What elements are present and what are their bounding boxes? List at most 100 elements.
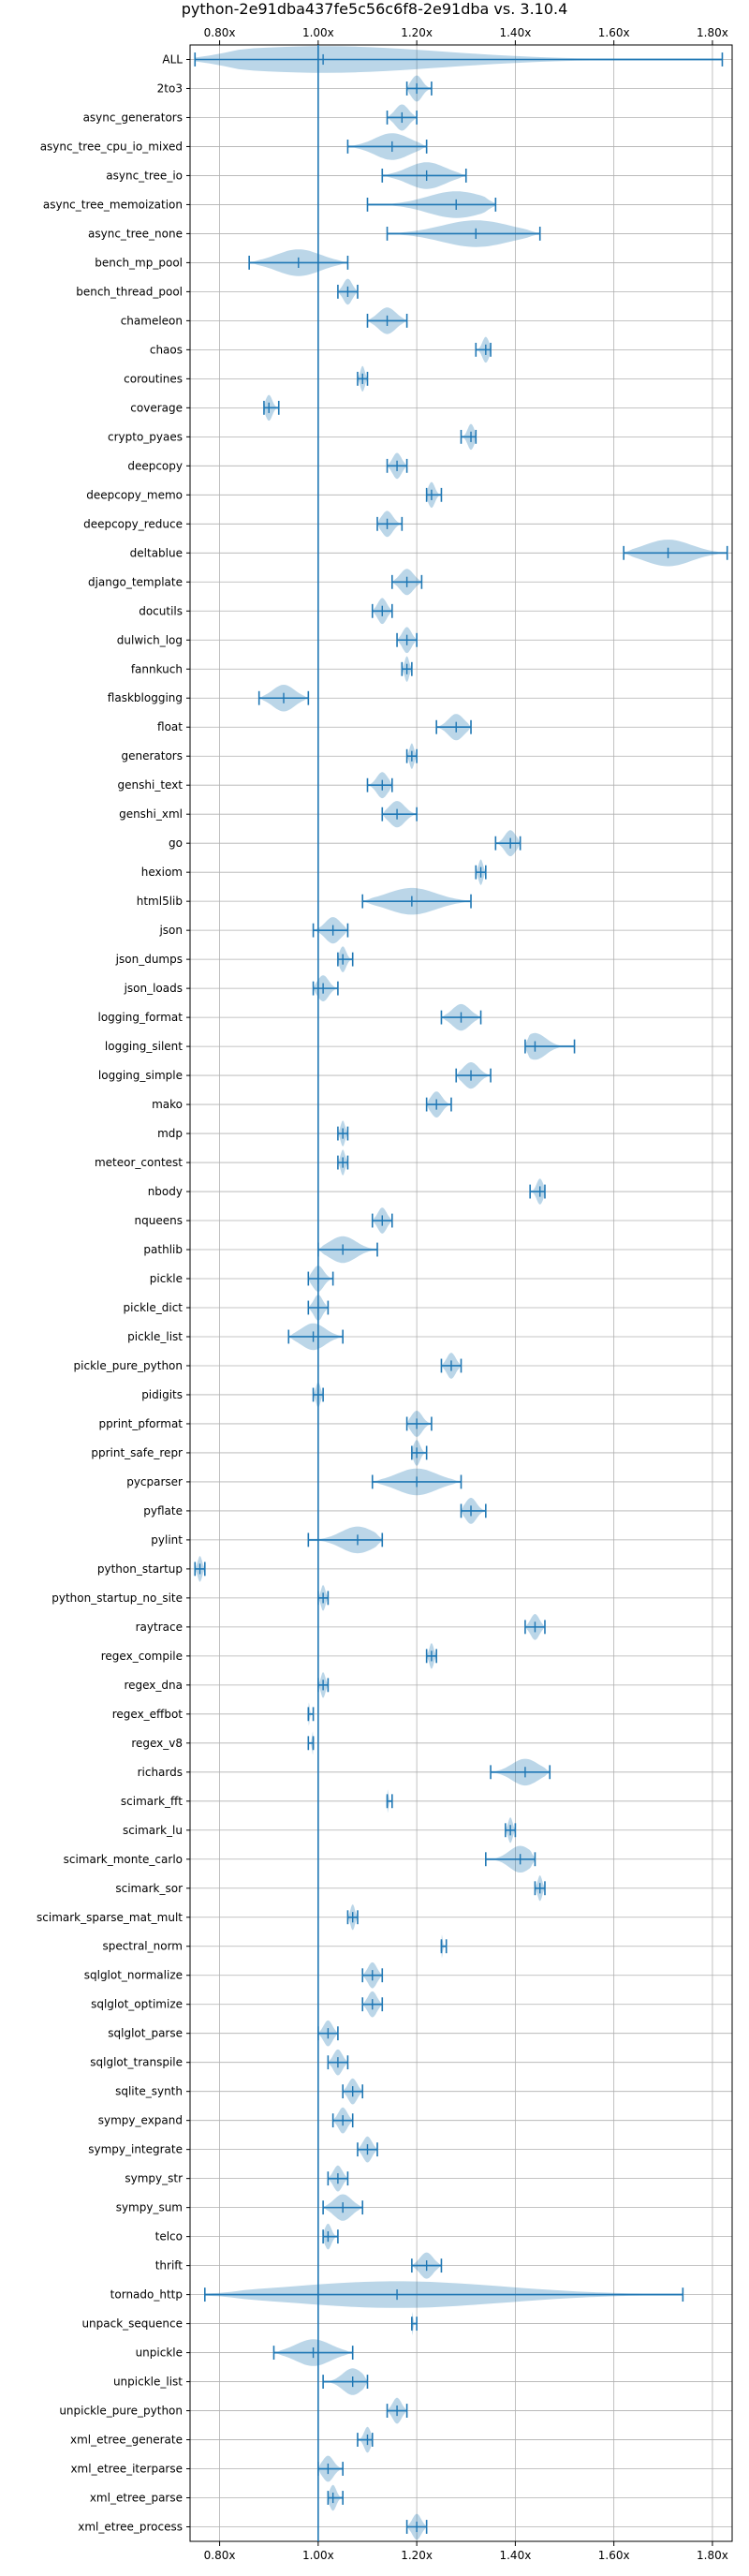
violin-sqlglot_parse: sqlglot_parse [108, 2020, 339, 2047]
violin-async_tree_memoization: async_tree_memoization [43, 191, 497, 218]
violin-chameleon: chameleon [121, 307, 408, 334]
x-tick-label-top: 1.40x [499, 26, 531, 39]
violin-genshi_xml: genshi_xml [119, 801, 418, 828]
y-tick-label: pycparser [126, 1475, 183, 1488]
y-tick-label: pylint [151, 1533, 183, 1547]
y-tick-label: float [157, 720, 183, 733]
y-tick-label: pickle_list [127, 1330, 183, 1343]
y-tick-label: mako [152, 1098, 183, 1111]
y-tick-label: html5lib [137, 895, 183, 908]
violin-json: json [158, 917, 349, 944]
violin-go: go [169, 830, 521, 857]
y-tick-label: python_startup_no_site [51, 1591, 183, 1605]
y-tick-label: chameleon [121, 314, 183, 327]
x-tick-label-bottom: 1.80x [697, 2549, 728, 2562]
y-tick-label: go [169, 836, 183, 850]
y-tick-label: flaskblogging [108, 691, 183, 704]
violin-generators: generators [121, 743, 418, 769]
violin-scimark_monte_carlo: scimark_monte_carlo [64, 1845, 536, 1873]
y-tick-label: deepcopy [127, 459, 183, 472]
violin-fannkuch: fannkuch [131, 656, 413, 682]
y-tick-label: sqlglot_transpile [90, 2056, 183, 2069]
x-tick-label-top: 1.20x [401, 26, 433, 39]
y-tick-label: coverage [130, 401, 183, 414]
y-tick-label: unpack_sequence [81, 2317, 183, 2331]
violin-mdp: mdp [157, 1120, 349, 1147]
y-tick-label: xml_etree_generate [70, 2434, 183, 2447]
violin-sympy_expand: sympy_expand [98, 2107, 354, 2134]
violin-python_startup: python_startup [97, 1556, 206, 1582]
violin-sympy_sum: sympy_sum [116, 2194, 364, 2221]
violin-sympy_integrate: sympy_integrate [88, 2136, 378, 2163]
violin-hexiom: hexiom [141, 859, 487, 885]
x-tick-label-top: 1.80x [697, 26, 728, 39]
y-tick-label: async_generators [83, 111, 183, 124]
y-tick-label: django_template [88, 575, 183, 588]
y-tick-label: sqlglot_optimize [91, 1998, 183, 2011]
y-tick-label: coroutines [124, 372, 183, 385]
y-tick-label: bench_thread_pool [76, 285, 183, 298]
violin-logging_silent: logging_silent [105, 1032, 576, 1060]
y-tick-label: pickle_dict [124, 1301, 184, 1314]
x-tick-label-bottom: 1.60x [598, 2549, 630, 2562]
y-tick-label: genshi_text [118, 778, 184, 792]
y-tick-label: logging_simple [98, 1069, 183, 1082]
y-tick-label: chaos [150, 343, 183, 356]
violin-docutils: docutils [139, 598, 393, 625]
violin-pylint: pylint [151, 1526, 384, 1554]
violin-sympy_str: sympy_str [125, 2165, 349, 2192]
y-tick-label: hexiom [141, 866, 183, 879]
violin-bench_mp_pool: bench_mp_pool [95, 249, 349, 276]
violin-unpickle_pure_python: unpickle_pure_python [59, 2397, 408, 2424]
violin-json_dumps: json_dumps [115, 946, 354, 972]
y-tick-label: docutils [139, 604, 183, 617]
y-tick-label: richards [138, 1766, 183, 1779]
y-tick-label: logging_silent [105, 1040, 183, 1053]
y-tick-label: regex_v8 [131, 1737, 183, 1750]
x-tick-label-bottom: 1.00x [302, 2549, 334, 2562]
violin-unpack_sequence: unpack_sequence [81, 2312, 418, 2335]
x-tick-label-top: 0.80x [204, 26, 236, 39]
y-tick-label: generators [121, 749, 183, 762]
y-tick-label: ALL [162, 52, 183, 66]
violin-async_tree_io: async_tree_io [106, 162, 467, 189]
violin-coverage: coverage [130, 394, 280, 422]
y-tick-label: sympy_sum [116, 2201, 183, 2214]
y-tick-label: xml_etree_iterparse [70, 2463, 183, 2476]
violin-xml_etree_generate: xml_etree_generate [70, 2426, 374, 2453]
y-tick-label: json_dumps [115, 953, 183, 966]
violin-ALL: ALL [162, 46, 724, 73]
y-tick-label: scimark_monte_carlo [64, 1853, 183, 1866]
violin-python_startup_no_site: python_startup_no_site [51, 1585, 330, 1611]
violin-raytrace: raytrace [136, 1614, 546, 1640]
violin-pprint_pformat: pprint_pformat [99, 1411, 433, 1437]
violin-float: float [157, 714, 472, 741]
x-tick-label-bottom: 1.40x [499, 2549, 531, 2562]
violin-deepcopy: deepcopy [127, 452, 408, 480]
violin-scimark_fft: scimark_fft [121, 1789, 393, 1813]
violin-chaos: chaos [150, 336, 492, 363]
plot-frame [189, 44, 733, 2542]
violin-tornado_http: tornado_http [110, 2281, 684, 2308]
violin-async_generators: async_generators [83, 104, 418, 131]
violin-django_template: django_template [88, 569, 423, 596]
y-tick-label: deltablue [130, 546, 183, 559]
y-tick-label: sympy_str [125, 2172, 183, 2185]
chart-title: python-2e91dba437fe5c56c6f8-2e91dba vs. … [181, 0, 568, 18]
violin-async_tree_cpu_io_mixed: async_tree_cpu_io_mixed [40, 133, 428, 160]
y-tick-label: scimark_lu [123, 1824, 183, 1837]
x-tick-label-top: 1.60x [598, 26, 630, 39]
violin-scimark_sor: scimark_sor [115, 1875, 546, 1902]
violin-regex_compile: regex_compile [101, 1643, 437, 1669]
y-tick-label: async_tree_io [106, 169, 183, 182]
violin-scimark_sparse_mat_mult: scimark_sparse_mat_mult [37, 1904, 359, 1931]
violin-sqlite_synth: sqlite_synth [115, 2078, 364, 2105]
violin-regex_dna: regex_dna [124, 1672, 330, 1698]
violin-coroutines: coroutines [124, 365, 369, 392]
violin-json_loads: json_loads [124, 975, 339, 1001]
violin-xml_etree_parse: xml_etree_parse [90, 2484, 344, 2511]
y-tick-label: dulwich_log [117, 633, 183, 646]
violin-mako: mako [152, 1091, 452, 1118]
y-tick-label: sqlglot_normalize [84, 1969, 183, 1982]
